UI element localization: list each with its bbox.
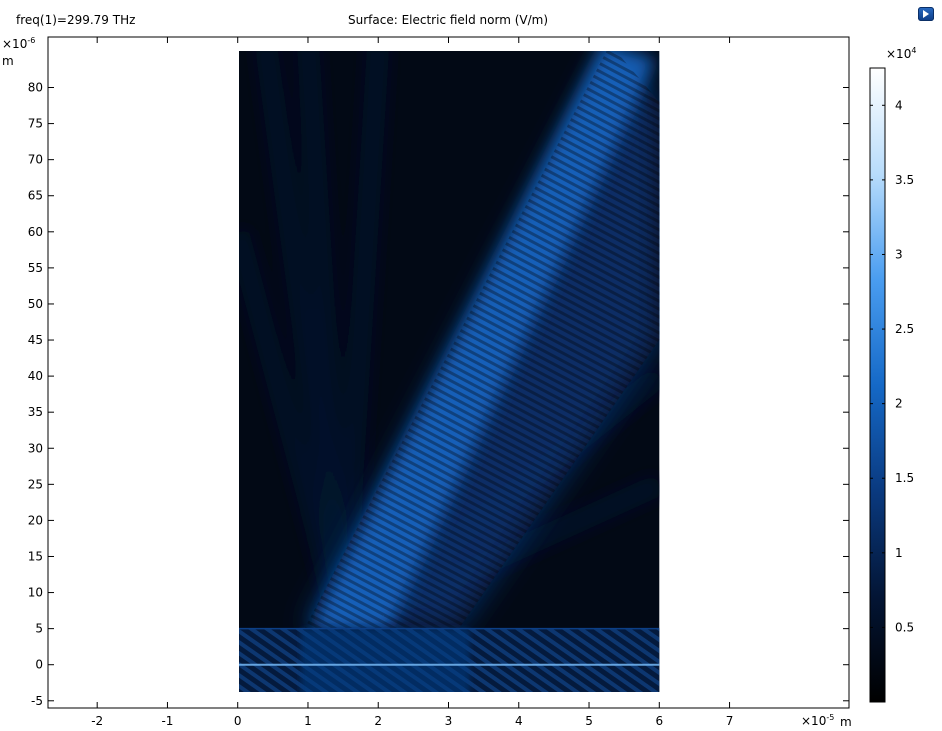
- colorbar-tick-label: 3: [895, 247, 903, 261]
- plot-title: Surface: Electric field norm (V/m): [348, 13, 549, 27]
- y-tick-label: 25: [28, 477, 43, 491]
- y-tick-label: 65: [28, 189, 43, 203]
- colorbar-tick-label: 2.5: [895, 322, 914, 336]
- y-tick-label: 0: [35, 658, 43, 672]
- x-tick-label: 5: [585, 714, 593, 728]
- colorbar-tick-label: 1: [895, 546, 903, 560]
- y-tick-label: 50: [28, 297, 43, 311]
- x-axis-exponent: ×10-5: [801, 713, 835, 728]
- colorbar-tick-label: 1.5: [895, 471, 914, 485]
- frequency-label: freq(1)=299.79 THz: [16, 13, 136, 27]
- faint-ray-3: [332, 51, 389, 630]
- y-tick-label: 10: [28, 586, 43, 600]
- colorbar-tick-label: 0.5: [895, 620, 914, 634]
- y-tick-label: 5: [35, 622, 43, 636]
- y-tick-label: 70: [28, 153, 43, 167]
- x-axis-unit: m: [840, 715, 852, 729]
- y-tick-label: 15: [28, 549, 43, 563]
- comsol-logo-icon[interactable]: [918, 7, 934, 21]
- x-tick-label: 3: [445, 714, 453, 728]
- x-tick-label: 1: [304, 714, 312, 728]
- colorbar-tick-label: 2: [895, 397, 903, 411]
- x-tick-label: -2: [91, 714, 103, 728]
- y-tick-label: 35: [28, 405, 43, 419]
- x-tick-label: 0: [234, 714, 242, 728]
- y-tick-label: 60: [28, 225, 43, 239]
- colorbar-tick-label: 4: [895, 98, 903, 112]
- y-tick-label: -5: [31, 694, 43, 708]
- y-tick-label: 40: [28, 369, 43, 383]
- main-beam: [304, 51, 660, 629]
- waveguide-slab: [239, 627, 660, 692]
- x-tick-label: -1: [161, 714, 173, 728]
- y-axis-unit: m: [2, 54, 14, 68]
- beam-fringes: [304, 51, 660, 629]
- colorbar-tick-label: 3.5: [895, 173, 914, 187]
- x-tick-label: 4: [515, 714, 523, 728]
- y-tick-label: 55: [28, 261, 43, 275]
- slab-hotspot: [300, 628, 470, 692]
- y-tick-label: 20: [28, 513, 43, 527]
- x-tick-label: 2: [374, 714, 382, 728]
- y-axis-exponent: ×10-6: [2, 36, 36, 51]
- faint-ray-2: [297, 51, 355, 630]
- colorbar-exponent: ×104: [886, 46, 917, 61]
- x-tick-label: 6: [655, 714, 663, 728]
- y-tick-label: 80: [28, 81, 43, 95]
- y-tick-label: 45: [28, 333, 43, 347]
- y-tick-label: 75: [28, 117, 43, 131]
- y-tick-label: 30: [28, 441, 43, 455]
- colorbar-gradient: [869, 67, 886, 703]
- x-tick-label: 7: [726, 714, 734, 728]
